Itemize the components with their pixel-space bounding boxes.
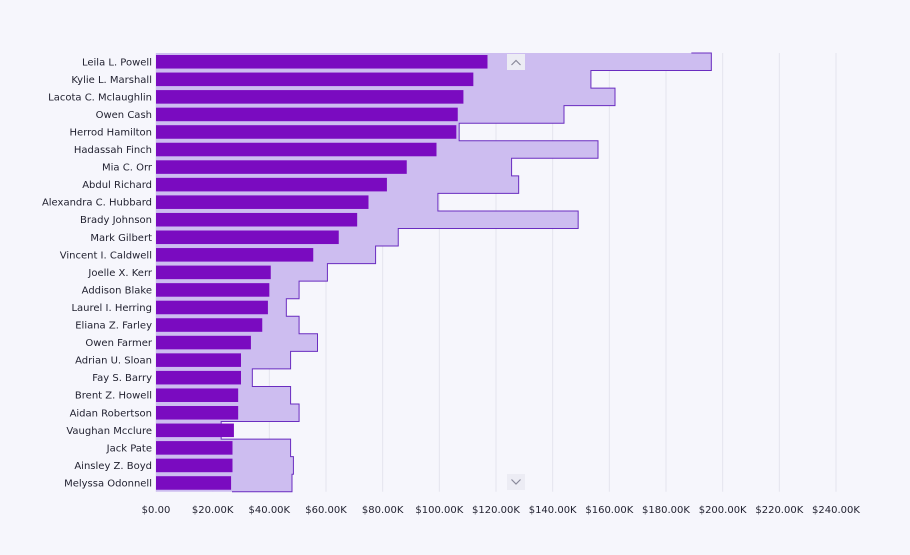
category-label: Leila L. Powell bbox=[82, 57, 152, 68]
bar[interactable] bbox=[156, 300, 268, 315]
bar[interactable] bbox=[156, 248, 314, 262]
bar[interactable] bbox=[156, 107, 458, 122]
bar[interactable] bbox=[156, 55, 488, 69]
category-label: Mia C. Orr bbox=[102, 163, 153, 174]
category-label: Abdul Richard bbox=[82, 180, 152, 191]
category-label: Alexandra C. Hubbard bbox=[42, 198, 152, 209]
bar[interactable] bbox=[156, 370, 241, 385]
category-label: Lacota C. Mclaughlin bbox=[48, 92, 152, 103]
bar[interactable] bbox=[156, 160, 407, 174]
target-line bbox=[220, 52, 712, 493]
bar[interactable] bbox=[156, 177, 387, 192]
category-axis: Leila L. Powell Kylie L. Marshall Lacota C… bbox=[42, 57, 153, 489]
category-label: Owen Cash bbox=[96, 110, 152, 121]
category-label: Brady Johnson bbox=[80, 215, 152, 226]
tick-label: $180.00K bbox=[642, 505, 690, 516]
bar[interactable] bbox=[156, 212, 358, 227]
category-label: Jack Pate bbox=[106, 443, 152, 454]
tick-label: $120.00K bbox=[472, 505, 520, 516]
bar[interactable] bbox=[156, 476, 232, 490]
tick-label: $220.00K bbox=[755, 505, 803, 516]
bar[interactable] bbox=[156, 265, 271, 280]
category-label: Adrian U. Sloan bbox=[75, 356, 152, 367]
category-label: Owen Farmer bbox=[85, 338, 153, 349]
tick-label: $100.00K bbox=[415, 505, 463, 516]
bar[interactable] bbox=[156, 423, 234, 438]
bar[interactable] bbox=[156, 458, 233, 473]
value-axis: $0.00 $20.00K $40.00K $60.00K $80.00K $100.00… bbox=[142, 505, 861, 516]
category-label: Kylie L. Marshall bbox=[71, 75, 152, 86]
bar[interactable] bbox=[156, 125, 457, 139]
tick-label: $80.00K bbox=[362, 505, 404, 516]
bar[interactable] bbox=[156, 406, 239, 420]
scroll-down-button[interactable] bbox=[507, 474, 525, 490]
bar[interactable] bbox=[156, 72, 474, 87]
bar[interactable] bbox=[156, 195, 369, 209]
tick-label: $20.00K bbox=[192, 505, 234, 516]
category-label: Aidan Robertson bbox=[70, 408, 152, 419]
tick-label: $60.00K bbox=[305, 505, 347, 516]
scroll-up-button[interactable] bbox=[507, 54, 525, 70]
tick-label: $140.00K bbox=[529, 505, 577, 516]
scroll-controls[interactable] bbox=[507, 54, 525, 490]
category-label: Melyssa Odonnell bbox=[64, 478, 152, 489]
category-label: Vincent I. Caldwell bbox=[60, 250, 152, 261]
bar[interactable] bbox=[156, 318, 263, 332]
chevron-down-icon[interactable] bbox=[511, 479, 521, 485]
category-label: Laurel I. Herring bbox=[71, 303, 152, 314]
category-label: Addison Blake bbox=[82, 285, 152, 296]
tick-label: $0.00 bbox=[142, 505, 171, 516]
category-label: Hadassah Finch bbox=[74, 145, 152, 156]
category-label: Mark Gilbert bbox=[90, 233, 152, 244]
bar[interactable] bbox=[156, 283, 270, 297]
bar[interactable] bbox=[156, 335, 251, 350]
bar[interactable] bbox=[156, 142, 437, 157]
category-label: Fay S. Barry bbox=[92, 373, 152, 384]
bar[interactable] bbox=[156, 441, 233, 455]
category-label: Herrod Hamilton bbox=[70, 127, 152, 138]
chevron-up-icon[interactable] bbox=[511, 59, 521, 66]
category-label: Brent Z. Howell bbox=[75, 391, 152, 402]
tick-label: $40.00K bbox=[249, 505, 291, 516]
category-label: Joelle X. Kerr bbox=[87, 268, 152, 279]
tick-label: $200.00K bbox=[699, 505, 747, 516]
bar[interactable] bbox=[156, 353, 241, 367]
bar[interactable] bbox=[156, 230, 339, 245]
category-label: Ainsley Z. Boyd bbox=[74, 461, 152, 472]
tick-label: $240.00K bbox=[812, 505, 860, 516]
bar-series bbox=[156, 55, 488, 490]
bar[interactable] bbox=[156, 388, 239, 402]
category-label: Eliana Z. Farley bbox=[75, 321, 152, 332]
bar[interactable] bbox=[156, 90, 464, 104]
tick-label: $160.00K bbox=[585, 505, 633, 516]
category-label: Vaughan Mcclure bbox=[66, 426, 152, 437]
